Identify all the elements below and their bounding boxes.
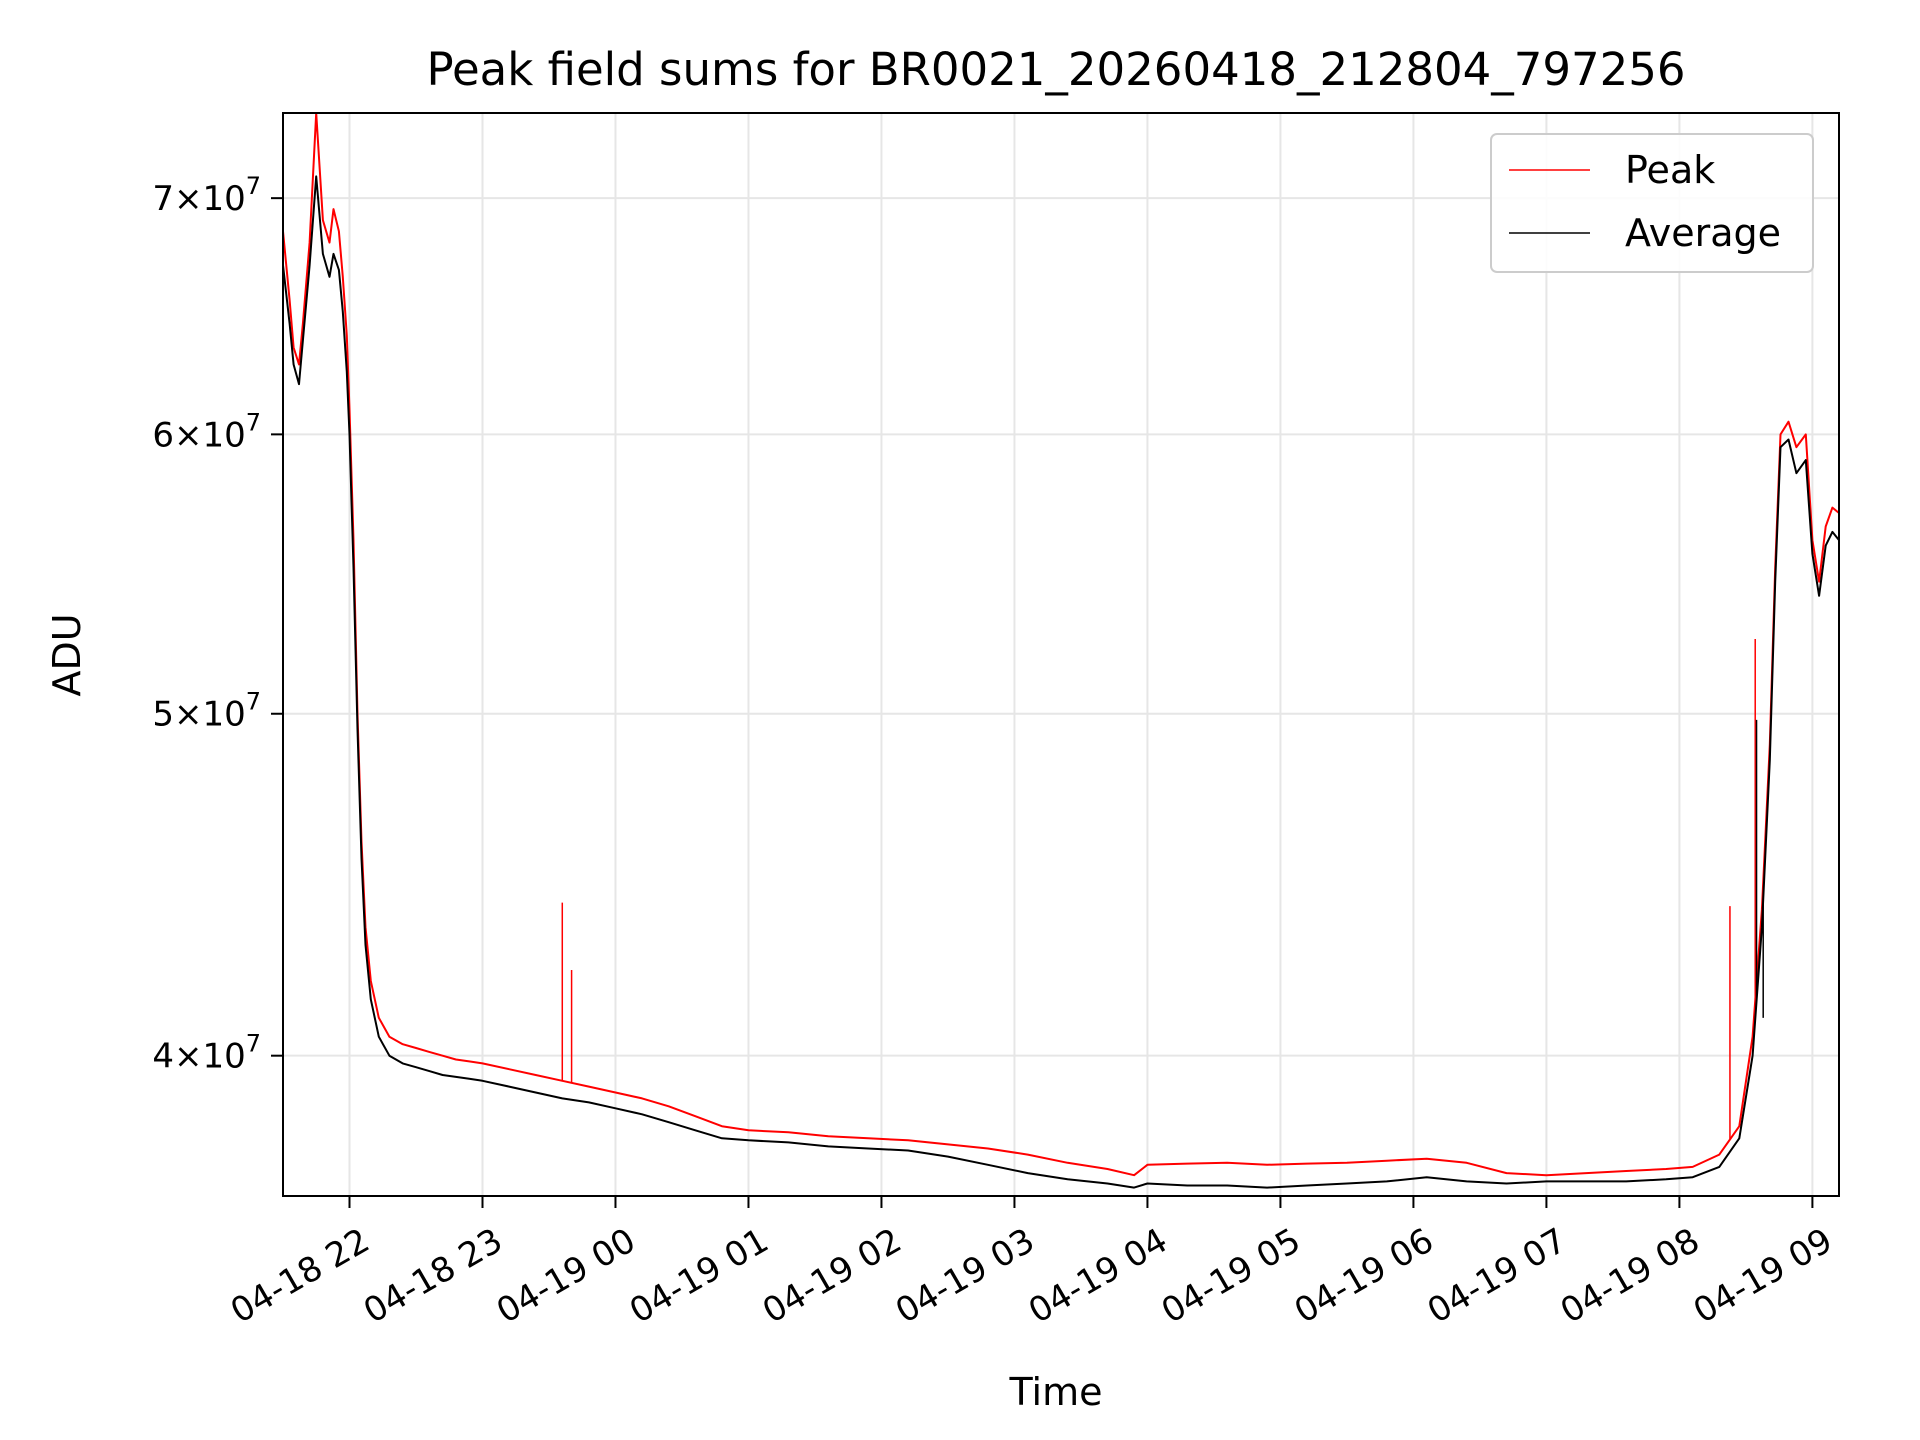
x-axis-label: Time [1009, 1370, 1103, 1414]
plot-frame [282, 112, 1840, 1197]
y-tick-label: 7×107 [152, 172, 261, 219]
y-axis-label: ADU [45, 613, 89, 696]
series-line-peak [283, 113, 1839, 1177]
y-tick-label: 6×107 [152, 408, 261, 455]
series-line-average [283, 175, 1839, 1189]
series-group [283, 113, 1839, 1189]
y-tick-label: 5×107 [152, 688, 261, 735]
y-tick-label: 4×107 [152, 1030, 261, 1077]
grid [283, 113, 1839, 1196]
legend-label-average: Average [1625, 211, 1781, 255]
chart-title: Peak field sums for BR0021_20260418_2128… [426, 43, 1685, 96]
series-layer [283, 113, 1839, 1189]
legend-label-peak: Peak [1625, 148, 1715, 192]
y-ticks: 4×107 5×107 6×107 7×107 [152, 172, 283, 1077]
legend-box [1490, 133, 1814, 273]
legend: Peak Average [1490, 133, 1814, 273]
